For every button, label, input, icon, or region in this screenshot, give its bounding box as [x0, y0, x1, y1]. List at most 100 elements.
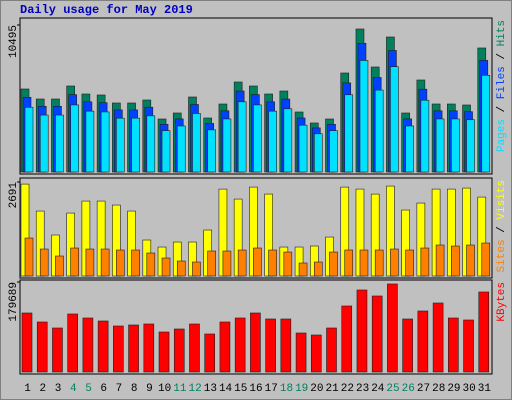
y-tick-label: 10495	[8, 25, 20, 58]
bar	[329, 130, 338, 173]
bar	[448, 317, 459, 373]
bar	[371, 295, 383, 373]
bar	[390, 248, 399, 277]
legend: Sites / Visits	[496, 180, 508, 272]
bar	[268, 110, 277, 173]
x-tick-label: 22	[341, 383, 354, 395]
bar	[283, 108, 293, 173]
bar	[310, 334, 322, 373]
bar	[113, 325, 124, 373]
x-tick-label: 24	[371, 383, 385, 395]
x-tick-label: 6	[100, 383, 107, 395]
x-tick-label: 29	[447, 383, 460, 395]
bar	[451, 118, 460, 173]
bar	[222, 250, 232, 277]
bar	[85, 110, 95, 173]
bar	[128, 324, 139, 373]
legend-entry: Files	[496, 66, 508, 99]
x-tick-label: 19	[295, 383, 308, 395]
bar	[356, 289, 368, 373]
bar	[21, 312, 33, 373]
x-tick-label: 18	[280, 383, 293, 395]
bar	[176, 125, 186, 173]
bar	[146, 252, 156, 277]
bar	[481, 242, 491, 277]
x-tick-label: 17	[265, 383, 278, 395]
bar	[466, 119, 475, 173]
x-tick-label: 13	[204, 383, 217, 395]
x-tick-label: 21	[326, 383, 340, 395]
x-tick-label: 11	[173, 383, 187, 395]
bar	[189, 323, 200, 373]
bar	[52, 327, 63, 373]
x-tick-label: 5	[85, 383, 92, 395]
legend-separator: /	[496, 46, 508, 66]
bar	[283, 251, 293, 277]
bar	[435, 244, 445, 277]
legend-entry: Pages	[496, 119, 508, 152]
legend-entry: Visits	[496, 180, 508, 220]
bar	[481, 74, 491, 173]
bar	[420, 247, 430, 277]
bar	[402, 318, 413, 373]
bar	[237, 101, 247, 173]
bar	[36, 321, 48, 373]
bar	[341, 305, 353, 373]
bar	[405, 125, 414, 173]
y-tick-label: 179689	[8, 282, 20, 322]
bar	[466, 244, 475, 277]
bar	[387, 283, 398, 373]
bar	[265, 318, 276, 373]
bar	[253, 104, 262, 173]
x-tick-label: 31	[478, 383, 492, 395]
bar	[39, 114, 49, 173]
bar	[234, 317, 246, 373]
bar	[70, 104, 79, 173]
bar	[329, 251, 338, 277]
bar	[359, 60, 369, 173]
bar	[176, 260, 186, 277]
bar	[131, 249, 140, 277]
bar	[326, 327, 337, 373]
bar	[116, 249, 125, 277]
bar	[295, 332, 307, 373]
x-tick-label: 26	[402, 383, 415, 395]
bar	[146, 115, 156, 173]
bar	[100, 248, 110, 277]
x-tick-label: 27	[417, 383, 430, 395]
bar	[158, 331, 170, 373]
bar	[82, 317, 94, 373]
bar	[143, 323, 155, 373]
bar	[280, 318, 292, 373]
bar	[432, 302, 444, 373]
bar	[116, 117, 125, 173]
legend-entry: Hits	[496, 20, 508, 46]
bar	[55, 255, 64, 277]
bar	[313, 133, 323, 173]
bar	[24, 237, 34, 277]
bar	[268, 249, 277, 277]
bar	[70, 247, 79, 277]
x-tick-label: 28	[432, 383, 445, 395]
x-tick-label: 8	[131, 383, 138, 395]
legend: KBytes	[496, 282, 508, 322]
bar	[250, 312, 261, 373]
bar	[100, 111, 110, 173]
bar	[161, 257, 171, 277]
bar	[478, 291, 490, 373]
bar	[253, 247, 262, 277]
x-tick-label: 14	[219, 383, 233, 395]
bar	[204, 333, 216, 373]
chart-title: Daily usage for May 2019	[20, 3, 193, 17]
bar	[207, 129, 217, 173]
bar	[359, 249, 369, 277]
x-tick-label: 12	[188, 383, 201, 395]
bar	[417, 310, 429, 373]
bar	[192, 261, 201, 277]
bar	[405, 249, 414, 277]
legend-entry: KBytes	[496, 282, 508, 322]
bar	[463, 319, 474, 373]
bar	[237, 249, 247, 277]
bar	[435, 118, 445, 173]
